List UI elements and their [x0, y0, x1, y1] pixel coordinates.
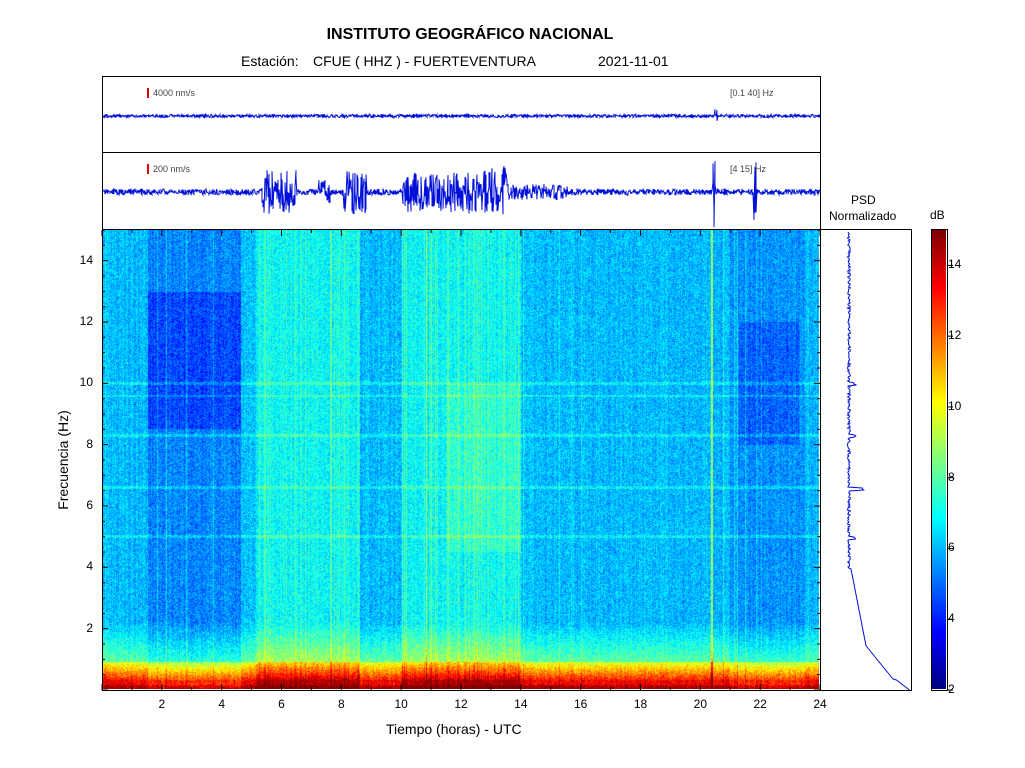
colorbar-tick-label: 2 [948, 682, 955, 696]
seismogram-filtered-panel: 200 nm/s [4 15] Hz [102, 152, 821, 230]
x-tick-label: 20 [693, 697, 708, 711]
x-tick-label: 22 [753, 697, 767, 711]
y-axis-label: Frecuencia (Hz) [55, 410, 71, 510]
y-tick-label: 4 [86, 559, 93, 574]
filter-band-label: [0.1 40] Hz [730, 88, 774, 98]
y-tick-label: 6 [86, 498, 93, 512]
x-tick-label: 4 [218, 697, 225, 711]
station-name: CFUE ( HHZ ) - FUERTEVENTURA [313, 53, 536, 69]
colorbar-gradient [932, 230, 946, 689]
y-tick-label: 12 [79, 314, 93, 328]
y-tick-label: 8 [86, 436, 93, 451]
trace-waveform [103, 161, 820, 228]
colorbar [931, 229, 948, 691]
filter-band-label: [4 15] Hz [730, 164, 767, 174]
x-tick-label: 16 [573, 697, 588, 711]
x-tick-label: 8 [337, 697, 345, 711]
psd-subtitle: Normalizado [829, 209, 897, 223]
colorbar-tick-label: 6 [948, 540, 955, 555]
psd-curve [845, 232, 910, 690]
colorbar-tick-label: 8 [948, 469, 955, 484]
x-tick-label: 14 [514, 697, 528, 711]
spectrogram-heatmap [103, 230, 819, 689]
station-label: Estación: [241, 53, 299, 69]
psd-panel [820, 229, 912, 691]
x-tick-label: 12 [454, 697, 468, 711]
date-label: 2021-11-01 [598, 53, 669, 69]
x-tick-label: 24 [813, 697, 827, 711]
colorbar-tick-label: 10 [948, 398, 962, 413]
amplitude-scale-label: 4000 nm/s [153, 88, 196, 98]
x-tick-label: 10 [394, 697, 408, 711]
seismogram-broadband [103, 109, 820, 122]
colorbar-tick-label: 14 [948, 257, 962, 272]
x-tick-label: 18 [633, 697, 648, 711]
y-tick-label: 10 [79, 375, 93, 390]
y-tick-label: 2 [86, 620, 93, 635]
x-tick-label: 2 [158, 697, 166, 711]
amplitude-scale-label: 200 nm/s [153, 164, 191, 174]
x-tick-label: 6 [278, 697, 285, 711]
chart-title: INSTITUTO GEOGRÁFICO NACIONAL [326, 26, 614, 43]
psd-line [845, 232, 910, 690]
seismogram-broadband-panel: 4000 nm/s [0.1 40] Hz [102, 76, 821, 154]
colorbar-unit: dB [930, 208, 945, 222]
x-axis-label: Tiempo (horas) - UTC [386, 721, 522, 737]
trace-waveform [103, 109, 820, 122]
colorbar-tick-label: 4 [948, 611, 955, 626]
colorbar-tick-label: 12 [948, 328, 962, 343]
amplitude-scale-bar [147, 164, 149, 174]
seismogram-filtered [103, 161, 820, 228]
y-tick-label: 14 [79, 252, 93, 267]
amplitude-scale-bar [147, 88, 149, 98]
psd-title: PSD [851, 193, 876, 207]
